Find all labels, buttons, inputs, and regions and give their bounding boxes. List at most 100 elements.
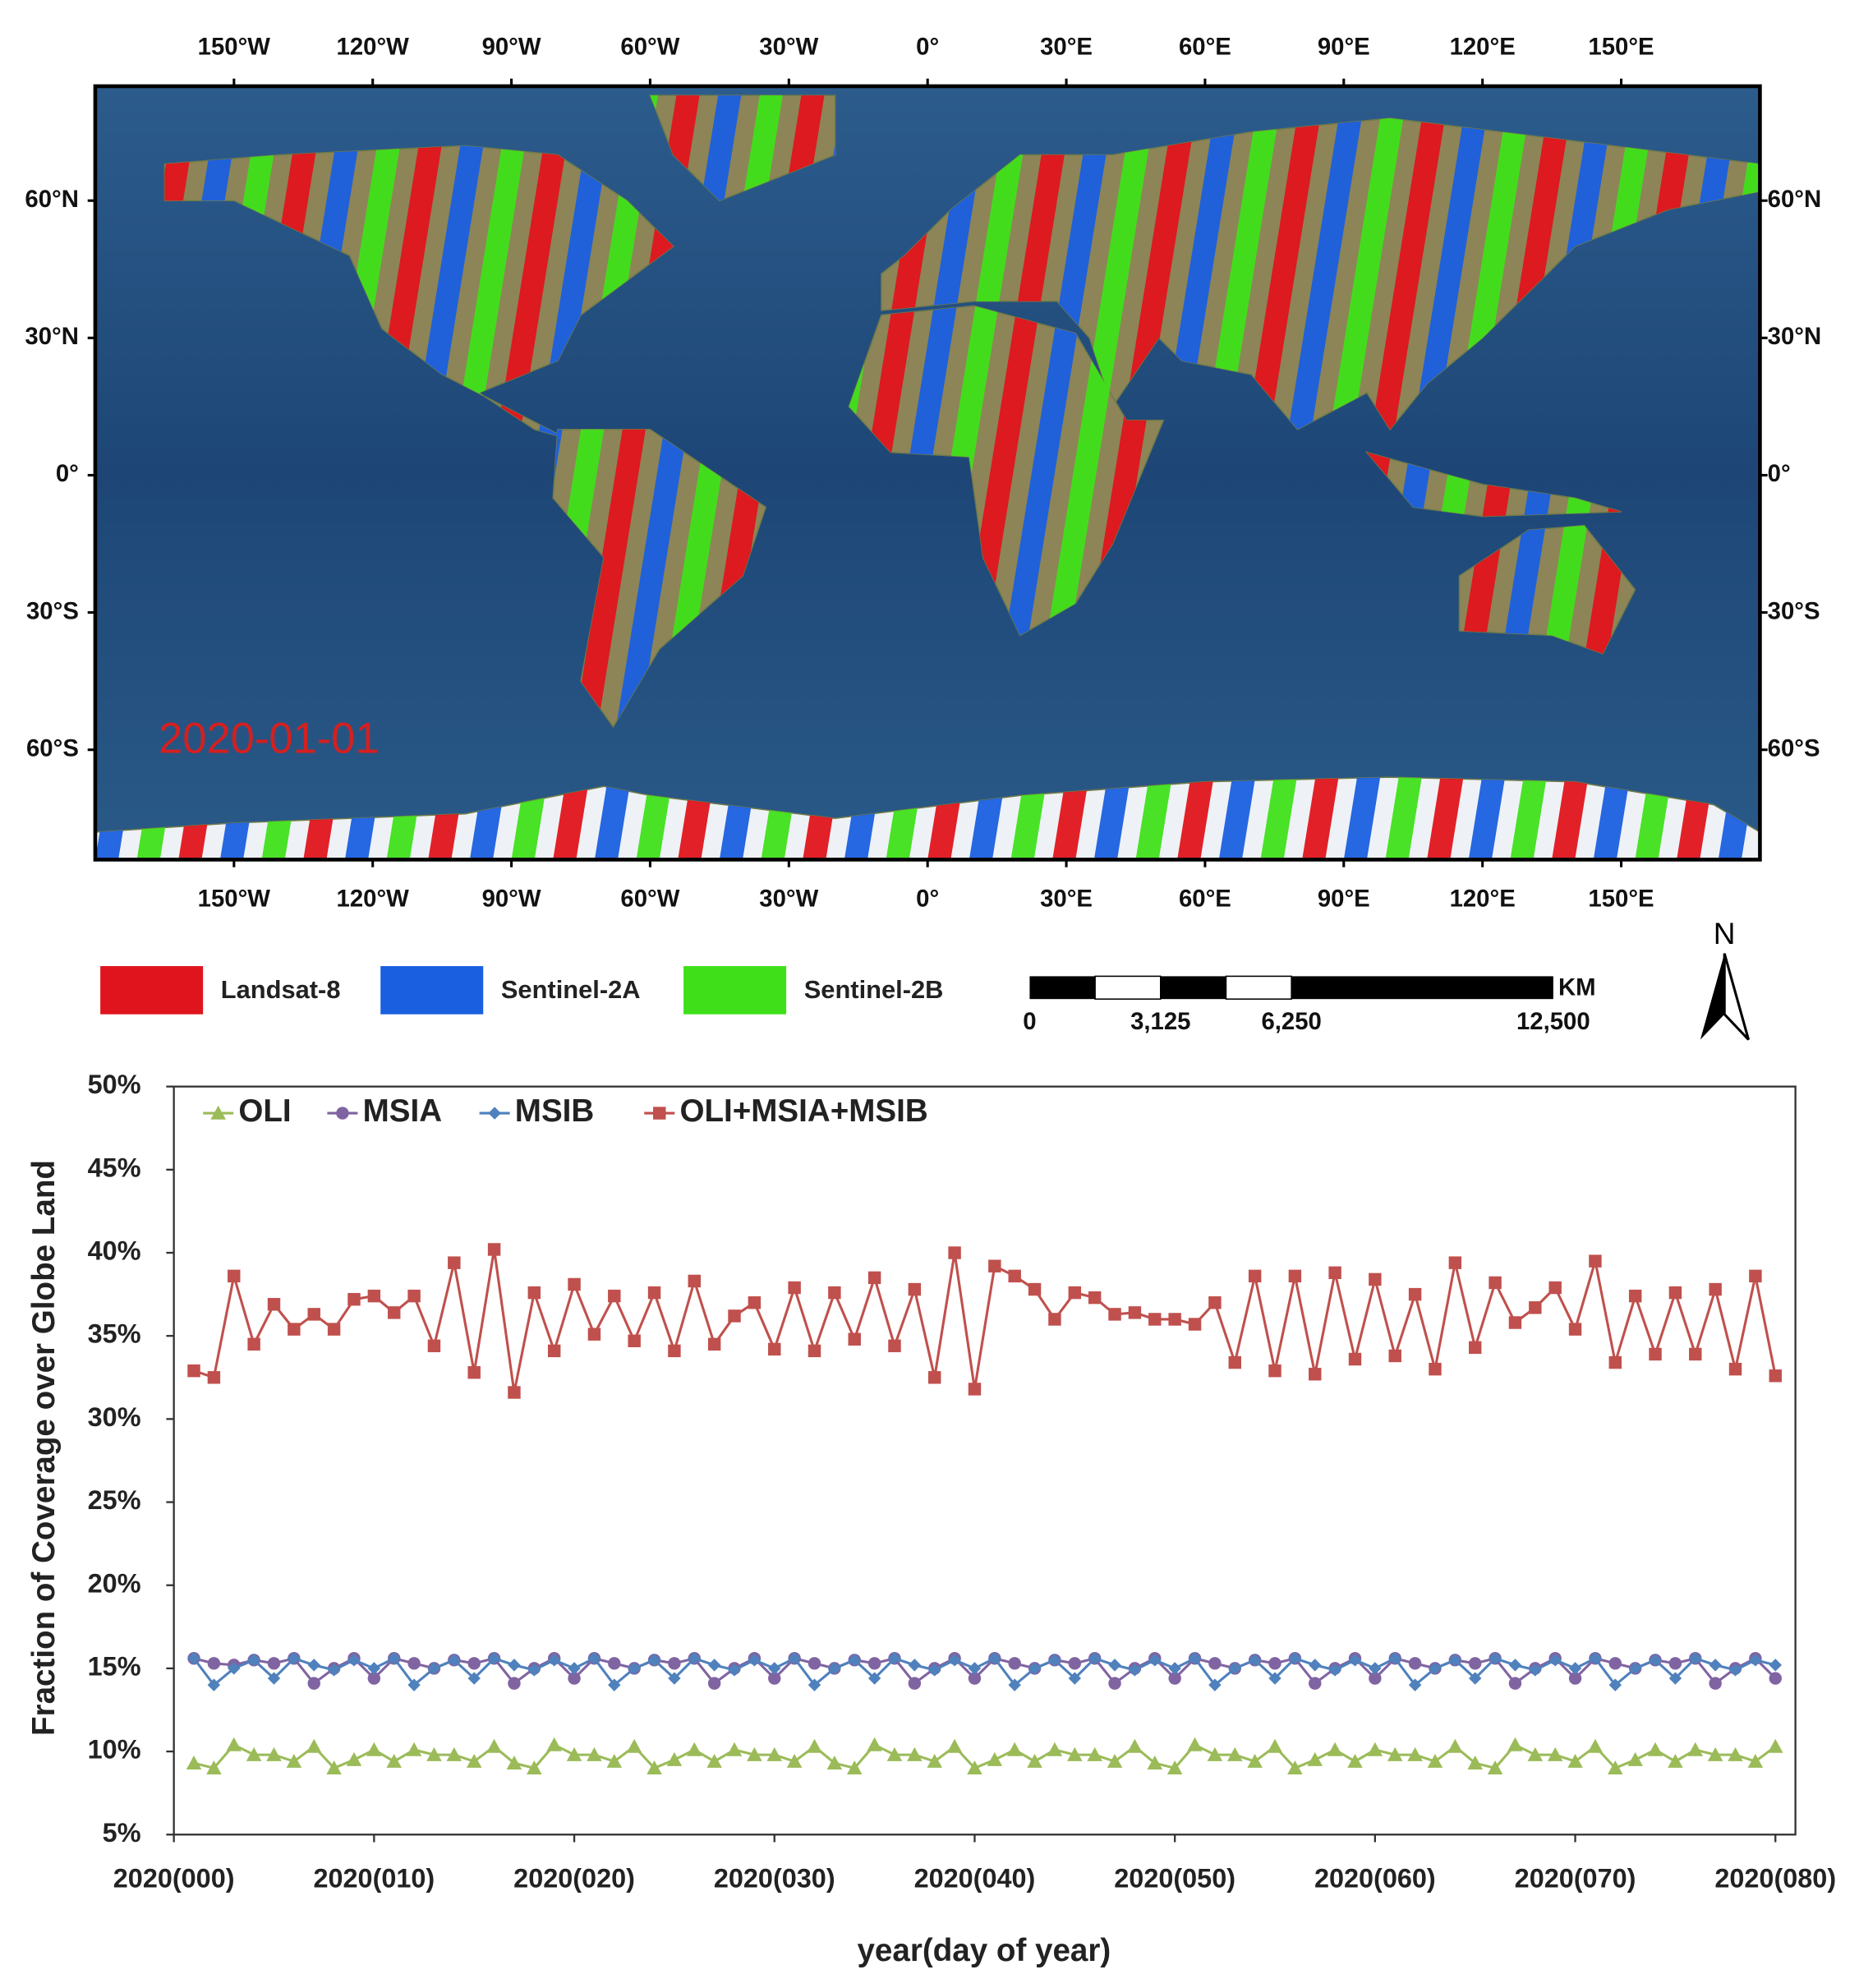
- marker: [467, 1657, 481, 1670]
- marker: [1529, 1664, 1542, 1677]
- legend-label: MSIB: [515, 1093, 594, 1129]
- lon-tick-label: 150°W: [198, 33, 271, 60]
- marker: [427, 1662, 441, 1675]
- marker: [1408, 1657, 1422, 1670]
- marker: [1369, 1672, 1382, 1685]
- lat-tick-label: 60°S: [1768, 734, 1820, 762]
- marker: [948, 1246, 961, 1259]
- x-tick-label: 2020(080): [1714, 1863, 1836, 1893]
- marker: [246, 1746, 262, 1761]
- scale-segment: [1225, 975, 1292, 1000]
- marker: [367, 1662, 381, 1675]
- marker: [1408, 1287, 1422, 1301]
- marker: [1027, 1753, 1042, 1768]
- marker: [1429, 1362, 1442, 1376]
- marker: [487, 1652, 501, 1665]
- marker: [1328, 1664, 1341, 1677]
- marker: [1589, 1652, 1602, 1665]
- marker: [346, 1751, 362, 1766]
- marker: [1268, 1364, 1282, 1378]
- lon-tick-label: 90°E: [1318, 33, 1370, 60]
- marker: [1468, 1341, 1482, 1355]
- lat-tick-label: 30°N: [1768, 323, 1822, 350]
- marker: [1107, 1753, 1123, 1768]
- marker: [987, 1751, 1003, 1766]
- north-arrow-right: [1723, 953, 1751, 1041]
- marker: [1387, 1746, 1403, 1761]
- marker: [888, 1652, 901, 1665]
- marker: [1166, 1760, 1183, 1775]
- marker: [286, 1753, 302, 1768]
- marker: [506, 1755, 522, 1769]
- marker: [1348, 1352, 1362, 1366]
- marker: [1407, 1746, 1423, 1761]
- marker: [1068, 1657, 1082, 1670]
- marker: [187, 1652, 200, 1665]
- marker: [867, 1657, 881, 1670]
- lon-tick-label: 90°E: [1318, 886, 1370, 913]
- marker: [228, 1269, 241, 1283]
- marker: [288, 1652, 301, 1665]
- scale-segment: [1291, 976, 1553, 1000]
- marker: [968, 1672, 982, 1685]
- marker: [688, 1274, 701, 1288]
- marker: [788, 1652, 801, 1665]
- marker: [1168, 1672, 1181, 1685]
- marker: [828, 1662, 841, 1675]
- marker: [1309, 1677, 1322, 1690]
- y-tick-label: 10%: [88, 1735, 141, 1765]
- lon-tick-label: 60°W: [620, 886, 679, 913]
- marker: [927, 1753, 942, 1768]
- swath: [1843, 86, 1859, 859]
- marker: [307, 1677, 320, 1690]
- marker: [748, 1296, 762, 1309]
- marker: [388, 1306, 401, 1319]
- marker: [1467, 1755, 1483, 1769]
- marker: [1347, 1753, 1363, 1768]
- marker: [367, 1289, 381, 1303]
- marker: [747, 1746, 762, 1761]
- marker: [1327, 1742, 1343, 1756]
- lon-tick-label: 120°E: [1450, 33, 1516, 60]
- marker: [1008, 1678, 1021, 1691]
- marker: [1048, 1313, 1061, 1326]
- marker: [1187, 1737, 1203, 1751]
- marker: [826, 1755, 843, 1769]
- marker: [1689, 1347, 1702, 1361]
- lat-tick-label: 60°N: [1768, 186, 1822, 213]
- y-tick-label: 35%: [88, 1319, 141, 1349]
- marker: [187, 1364, 200, 1378]
- marker: [186, 1755, 202, 1769]
- marker: [1487, 1760, 1503, 1775]
- marker: [566, 1746, 582, 1761]
- marker: [1247, 1753, 1263, 1768]
- legend-marker: [653, 1107, 666, 1120]
- marker: [1568, 1672, 1582, 1685]
- marker: [527, 1760, 542, 1775]
- marker: [568, 1277, 581, 1291]
- marker: [988, 1259, 1001, 1272]
- legend-label: Sentinel-2B: [804, 975, 944, 1004]
- lon-tick-label: 90°W: [482, 886, 541, 913]
- lat-tick-label: 0°: [1768, 460, 1791, 487]
- marker: [1128, 1306, 1142, 1319]
- marker: [1147, 1755, 1163, 1769]
- marker: [608, 1657, 621, 1670]
- marker: [606, 1753, 623, 1768]
- marker: [306, 1738, 322, 1753]
- marker: [1647, 1742, 1663, 1756]
- marker: [267, 1672, 281, 1685]
- marker: [467, 1365, 481, 1379]
- legend-label: OLI+MSIA+MSIB: [679, 1093, 927, 1129]
- marker: [1087, 1746, 1102, 1761]
- date-label: 2020-01-01: [159, 716, 379, 763]
- marker: [628, 1334, 641, 1347]
- lon-tick-label: 30°E: [1040, 33, 1093, 60]
- marker: [1468, 1657, 1482, 1670]
- marker: [687, 1742, 702, 1756]
- marker: [768, 1662, 781, 1675]
- marker: [1047, 1742, 1063, 1756]
- marker: [1447, 1738, 1463, 1753]
- marker: [327, 1664, 341, 1677]
- marker: [448, 1256, 461, 1269]
